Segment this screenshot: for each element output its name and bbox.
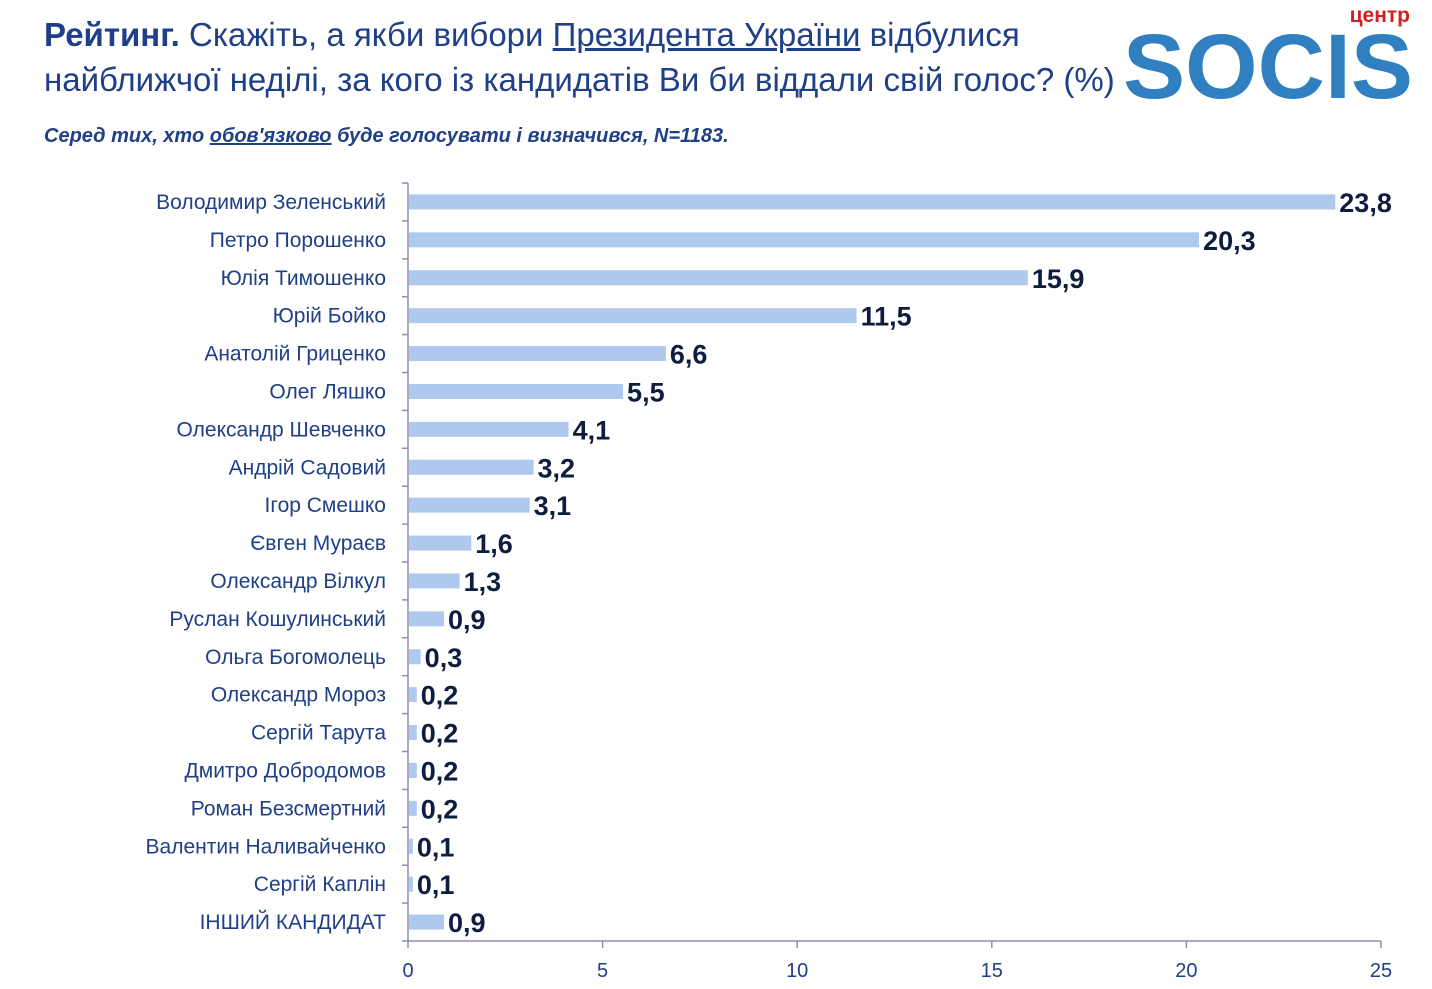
value-label: 6,6 [670, 340, 708, 370]
category-label: Андрій Садовий [229, 456, 386, 479]
x-tick-label: 10 [786, 960, 808, 982]
value-label: 1,3 [464, 567, 502, 597]
x-tick-label: 5 [597, 960, 608, 982]
value-label: 3,1 [534, 491, 572, 521]
category-label: Петро Порошенко [210, 229, 386, 252]
socis-logo: центр SOCIS [1123, 4, 1413, 106]
category-label: Юрій Бойко [273, 305, 386, 328]
category-label: Роман Безсмертний [191, 797, 386, 820]
subtitle-post: буде голосувати і визначився, N=1183. [331, 125, 729, 147]
category-label: Анатолій Гриценко [204, 343, 386, 366]
category-labels: Володимир Зеленський Петро Порошенко Юлія … [146, 191, 387, 934]
category-label: Олександр Шевченко [177, 418, 386, 441]
category-label: Ольга Богомолець [205, 646, 386, 669]
bar [409, 535, 472, 551]
subtitle-underlined: обов'язково [209, 125, 332, 147]
bar [409, 194, 1336, 210]
bar [409, 573, 460, 589]
subtitle-pre: Серед тих, хто [44, 125, 210, 147]
value-label: 5,5 [627, 377, 665, 407]
category-label: Юлія Тимошенко [221, 267, 386, 290]
value-label: 0,3 [425, 643, 463, 673]
x-tick-labels: 0 5 10 15 20 25 [402, 960, 1392, 982]
category-label: Сергій Тарута [251, 722, 386, 745]
x-tick-label: 15 [981, 960, 1003, 982]
bar [409, 308, 857, 324]
bars [409, 194, 1336, 930]
category-label: Ігор Смешко [265, 494, 386, 517]
title-post: відбулися найближчої неділі, за кого із … [44, 16, 1115, 98]
value-label: 23,8 [1339, 188, 1392, 218]
bar [409, 270, 1028, 286]
category-label: Володимир Зеленський [156, 191, 386, 214]
title-pre: Скажіть, а якби вибори [179, 16, 553, 53]
category-label: Руслан Кошулинський [169, 608, 386, 631]
value-labels: 23,8 20,3 15,9 11,5 6,65,5 4,1 3,2 3,1 1,6 1,3 0,9… [417, 188, 1392, 938]
bar [409, 459, 534, 475]
bar [409, 649, 421, 665]
category-label: Дмитро Добродомов [185, 759, 386, 782]
value-label: 11,5 [861, 302, 912, 332]
bar [409, 800, 417, 816]
category-label: Сергій Каплін [254, 873, 386, 896]
axes [402, 182, 1382, 948]
value-label: 0,9 [448, 908, 486, 938]
category-label: Євген Мураєв [250, 532, 386, 555]
bar [409, 346, 666, 362]
logo-brand-text: SOCIS [1123, 16, 1413, 106]
value-label: 1,6 [475, 529, 513, 559]
subtitle: Серед тих, хто обов'язково буде голосува… [44, 125, 729, 147]
category-label: Олександр Вілкул [210, 570, 386, 593]
category-label: Олександр Мороз [211, 684, 386, 707]
category-label: Олег Ляшко [269, 380, 386, 403]
value-label: 3,2 [538, 453, 576, 483]
bar [409, 762, 417, 778]
value-label: 0,2 [421, 719, 459, 749]
title-bold: Рейтинг. [44, 16, 180, 53]
x-tick-label: 25 [1370, 960, 1392, 982]
chart-title: Рейтинг. Скажіть, а якби вибори Президен… [44, 12, 1124, 159]
bar [409, 876, 413, 892]
bar [409, 914, 445, 930]
bar [409, 838, 413, 854]
logo-top-text: центр [1350, 4, 1410, 27]
category-label: Валентин Наливайченко [146, 835, 386, 858]
value-label: 15,9 [1032, 264, 1085, 294]
value-label: 0,2 [421, 681, 459, 711]
value-label: 0,9 [448, 605, 486, 635]
value-label: 4,1 [573, 415, 611, 445]
value-label: 0,2 [421, 794, 459, 824]
value-label: 0,1 [417, 870, 455, 900]
bar [409, 687, 417, 703]
bar [409, 421, 569, 437]
bar [409, 497, 530, 513]
value-label: 0,2 [421, 756, 459, 786]
bar [409, 232, 1200, 248]
value-label: 0,1 [417, 832, 455, 862]
x-tick-label: 20 [1175, 960, 1197, 982]
bar [409, 611, 445, 627]
bar [409, 725, 417, 741]
bar [409, 383, 624, 399]
x-tick-label: 0 [402, 960, 413, 982]
title-underlined: Президента України [552, 16, 861, 53]
category-label: ІНШИЙ КАНДИДАТ [200, 910, 387, 934]
value-label: 20,3 [1203, 226, 1256, 256]
